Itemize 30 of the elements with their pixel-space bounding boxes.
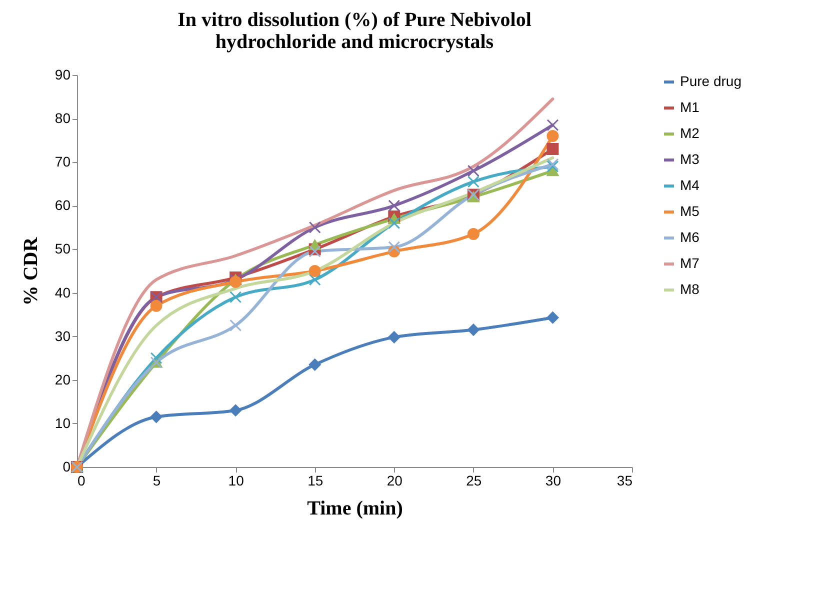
legend-label: M2	[680, 125, 700, 141]
y-tick-label: 40	[54, 284, 71, 300]
x-tick-label: 20	[386, 472, 403, 488]
y-tick-label: 20	[54, 371, 71, 388]
y-tick-label: 10	[54, 414, 71, 431]
chart-title: In vitro dissolution (%) of Pure Nebivolol hydrochloride and microcrystals	[178, 9, 532, 53]
legend-label: M5	[680, 203, 700, 219]
x-tick-label: 30	[545, 472, 562, 488]
y-tick-label: 0	[62, 458, 71, 474]
y-tick-label: 50	[54, 240, 71, 257]
y-tick-label: 80	[54, 110, 71, 126]
y-tick-label: 90	[54, 66, 71, 82]
legend-label: M6	[680, 229, 700, 245]
x-tick-label: 5	[152, 472, 161, 488]
x-tick-label: 15	[308, 472, 324, 488]
y-tick-label: 70	[54, 154, 71, 170]
x-axis-title: Time (min)	[307, 498, 403, 520]
y-axis-title: % CDR	[20, 236, 42, 306]
x-tick-label: 10	[228, 472, 244, 488]
legend-label: M7	[680, 255, 700, 271]
legend-label: M8	[680, 281, 700, 297]
legend-label: M3	[680, 151, 700, 167]
x-tick-label: 0	[78, 472, 86, 488]
x-tick-label: 35	[616, 472, 633, 488]
y-tick-label: 30	[54, 328, 71, 344]
x-tick-label: 25	[466, 472, 482, 488]
legend-label: M4	[680, 177, 700, 193]
y-tick-label: 60	[54, 197, 71, 214]
legend-label: Pure drug	[680, 73, 742, 89]
legend-label: M1	[680, 99, 700, 115]
